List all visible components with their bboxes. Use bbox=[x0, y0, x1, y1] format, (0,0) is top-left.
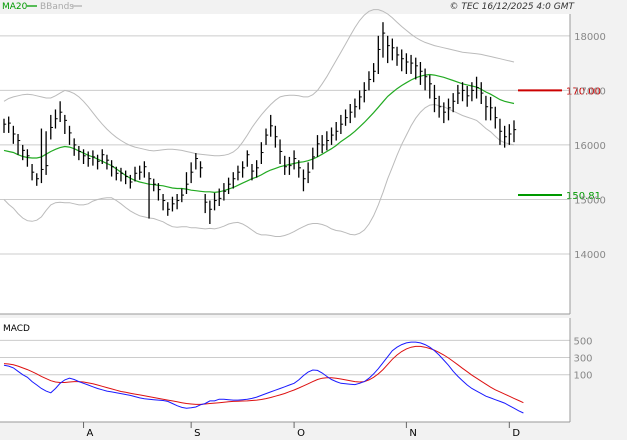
bollinger-bands bbox=[3, 9, 515, 237]
price-bars bbox=[3, 22, 517, 224]
price-grid bbox=[0, 35, 570, 255]
price-tick-label: 16000 bbox=[574, 141, 606, 152]
macd-signal-line bbox=[3, 345, 524, 405]
legend-ma20: MA20 bbox=[2, 2, 28, 12]
macd-title: MACD bbox=[3, 324, 30, 334]
month-label: N bbox=[409, 428, 416, 439]
month-label: O bbox=[297, 428, 305, 439]
legend-bbands: BBands bbox=[40, 2, 74, 12]
macd-line bbox=[3, 341, 524, 414]
bband-upper-line bbox=[3, 9, 515, 157]
macd-tick-label: 100 bbox=[573, 371, 592, 382]
price-tick-label: 18000 bbox=[574, 32, 606, 43]
resistance-level-label: 170.00 bbox=[566, 86, 601, 97]
macd-lines bbox=[3, 341, 524, 414]
price-y-axis: 14000 15000 16000 17000 18000 bbox=[574, 32, 606, 261]
support-level-label: 150.81 bbox=[566, 191, 601, 202]
macd-tick-label: 500 bbox=[573, 336, 592, 347]
ma20-line bbox=[3, 73, 515, 194]
macd-y-axis: 100 300 500 bbox=[573, 336, 592, 381]
macd-panel bbox=[0, 318, 570, 422]
price-tick-label: 14000 bbox=[574, 250, 606, 261]
price-levels: 170.00 150.81 bbox=[518, 86, 601, 202]
price-tick-label: 15000 bbox=[574, 195, 606, 206]
source-credit: © TEC 16/12/2025 4:0 GMT bbox=[449, 2, 575, 12]
ma20-line-group bbox=[3, 73, 515, 194]
macd-grid bbox=[0, 339, 570, 376]
month-label: A bbox=[87, 428, 94, 439]
bband-lower-line bbox=[3, 103, 515, 237]
price-tick-label: 17000 bbox=[574, 86, 606, 97]
month-label: S bbox=[194, 428, 200, 439]
month-label: D bbox=[512, 428, 520, 439]
macd-tick-label: 300 bbox=[573, 354, 592, 365]
